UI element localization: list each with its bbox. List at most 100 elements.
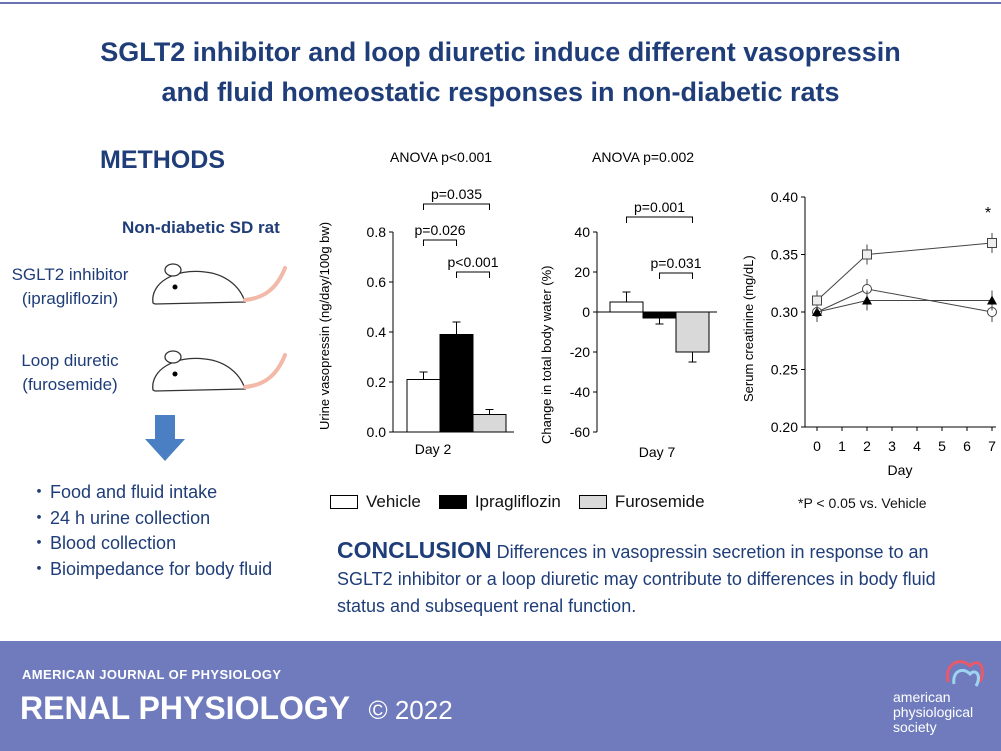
- x-tick-label: 1: [838, 438, 846, 454]
- x-tick-label: 4: [913, 438, 921, 454]
- legend-ipragliflozin-label: Ipragliflozin: [474, 492, 561, 511]
- legend-vehicle: Vehicle: [330, 492, 421, 512]
- chart1-ylabel: Urine vasopressin (ng/day/100g bw): [317, 222, 332, 430]
- chart3-ylabel: Serum creatinine (mg/dL): [741, 255, 756, 402]
- chart2-anova: ANOVA p=0.002: [592, 149, 694, 165]
- y-tick-label: 0.0: [367, 424, 387, 440]
- methods-bullets: Food and fluid intake 24 h urine collect…: [30, 480, 272, 582]
- copyright: © 2022: [368, 695, 453, 725]
- series-line: [816, 242, 993, 301]
- society-line2: physiological: [893, 704, 974, 720]
- drug1-label: SGLT2 inhibitor (ipragliflozin): [0, 263, 140, 311]
- y-tick-label: 0.6: [367, 274, 387, 290]
- x-tick-label: 2: [863, 438, 871, 454]
- y-tick-label: 40: [574, 224, 590, 240]
- chart-vasopressin: ANOVA p<0.001 0.0 0.2 0.4 0.6 0.8 p=0.035 p=0.…: [317, 149, 514, 457]
- chart1-xlabel: Day 2: [415, 441, 452, 457]
- title-line-2: and fluid homeostatic responses in non-d…: [161, 77, 840, 107]
- y-tick-label: -60: [570, 424, 590, 440]
- y-tick-label: 0.35: [771, 247, 798, 263]
- point-furosemide: [987, 238, 997, 248]
- bracket-label: p=0.035: [431, 186, 482, 202]
- conclusion-heading: CONCLUSION: [337, 537, 492, 563]
- bullet-item: 24 h urine collection: [30, 506, 272, 532]
- y-tick-label: 0.30: [771, 304, 798, 320]
- down-arrow-icon: [145, 415, 185, 461]
- conclusion: CONCLUSION Differences in vasopressin se…: [337, 537, 987, 620]
- bracket-label: p=0.031: [651, 255, 702, 271]
- journal-name: AMERICAN JOURNAL OF PHYSIOLOGY: [22, 667, 282, 682]
- bar-ipragliflozin: [642, 311, 677, 319]
- y-tick-label: 0.20: [771, 419, 798, 435]
- legend-furosemide-label: Furosemide: [614, 492, 705, 511]
- x-tick-label: 0: [813, 438, 821, 454]
- x-tick-label: 5: [938, 438, 946, 454]
- drug1-line2: (ipragliflozin): [21, 289, 119, 308]
- point-furosemide: [812, 295, 822, 306]
- significance-bracket: [659, 272, 693, 279]
- bullet-item: Bioimpedance for body fluid: [30, 557, 272, 583]
- bullet-item: Blood collection: [30, 531, 272, 557]
- significance-bracket: [423, 239, 457, 246]
- society-line1: american: [893, 689, 951, 705]
- drug2-line1: Loop diuretic: [21, 351, 119, 370]
- y-tick-label: 0.25: [771, 362, 798, 378]
- y-tick-label: 0.8: [367, 224, 387, 240]
- bar-vehicle: [406, 379, 441, 433]
- point-ipragliflozin: [862, 295, 872, 305]
- y-tick-label: -40: [570, 384, 590, 400]
- y-tick-label: -20: [570, 344, 590, 360]
- chart-body-water: ANOVA p=0.002 -60 -40 -20 0 20 40 p=0.001 p=0.0…: [539, 149, 717, 460]
- rat-icon-1: [152, 263, 287, 305]
- legend-furosemide: Furosemide: [578, 492, 705, 512]
- x-tick-label: 3: [888, 438, 896, 454]
- series-line: [816, 300, 992, 313]
- x-tick-label: 6: [963, 438, 971, 454]
- aps-logo-icon: [945, 660, 984, 687]
- top-rule: [0, 2, 1001, 4]
- drug1-line1: SGLT2 inhibitor: [11, 265, 129, 284]
- bracket-label: p=0.001: [634, 199, 685, 215]
- drug2-line2: (furosemide): [22, 375, 118, 394]
- society-name: american physiological society: [893, 690, 973, 735]
- point-ipragliflozin: [987, 295, 997, 305]
- point-furosemide: [862, 249, 872, 260]
- footer-band: [0, 641, 1001, 751]
- y-tick-label: 0.40: [771, 189, 798, 205]
- rat-label: Non-diabetic SD rat: [122, 218, 280, 237]
- significance-bracket: [626, 216, 693, 223]
- legend: Vehicle Ipragliflozin Furosemide: [330, 492, 723, 512]
- bar-vehicle: [609, 301, 644, 313]
- bracket-label: p<0.001: [448, 254, 499, 270]
- chart3-xlabel: Day: [888, 462, 913, 478]
- chart3-asterisk: *: [985, 205, 991, 222]
- bullet-item: Food and fluid intake: [30, 480, 272, 506]
- y-tick-label: 0.2: [367, 374, 387, 390]
- rat-icon-2: [152, 350, 287, 392]
- x-tick-label: 7: [988, 438, 996, 454]
- chart2-xlabel: Day 7: [639, 444, 676, 460]
- legend-vehicle-label: Vehicle: [366, 492, 421, 511]
- significance-bracket: [456, 271, 490, 278]
- legend-ipragliflozin: Ipragliflozin: [438, 492, 561, 512]
- methods-heading: METHODS: [100, 146, 225, 174]
- bracket-label: p=0.026: [415, 222, 466, 238]
- drug2-label: Loop diuretic (furosemide): [0, 349, 140, 397]
- bar-ipragliflozin: [439, 334, 474, 433]
- chart1-anova: ANOVA p<0.001: [390, 149, 492, 165]
- y-tick-label: 0.4: [367, 324, 387, 340]
- conclusion-text: Differences in vasopressin secretion in …: [337, 542, 936, 616]
- title-line-1: SGLT2 inhibitor and loop diuretic induce…: [100, 37, 901, 67]
- journal-title-text: RENAL PHYSIOLOGY: [20, 690, 350, 726]
- society-line3: society: [893, 719, 937, 735]
- chart2-ylabel: Change in total body water (%): [539, 266, 554, 444]
- page-title: SGLT2 inhibitor and loop diuretic induce…: [0, 32, 1001, 112]
- significance-bracket: [423, 203, 490, 210]
- chart-creatinine: 0.20 0.25 0.30 0.35 0.40 0 1 2 3 4 5 6 7 Day Serum c…: [741, 189, 997, 478]
- y-tick-label: 20: [574, 264, 590, 280]
- significance-note: *P < 0.05 vs. Vehicle: [798, 495, 927, 511]
- y-tick-label: 0: [582, 304, 590, 320]
- point-ipragliflozin: [812, 307, 822, 316]
- bar-furosemide: [472, 414, 507, 433]
- bar-furosemide: [675, 311, 710, 353]
